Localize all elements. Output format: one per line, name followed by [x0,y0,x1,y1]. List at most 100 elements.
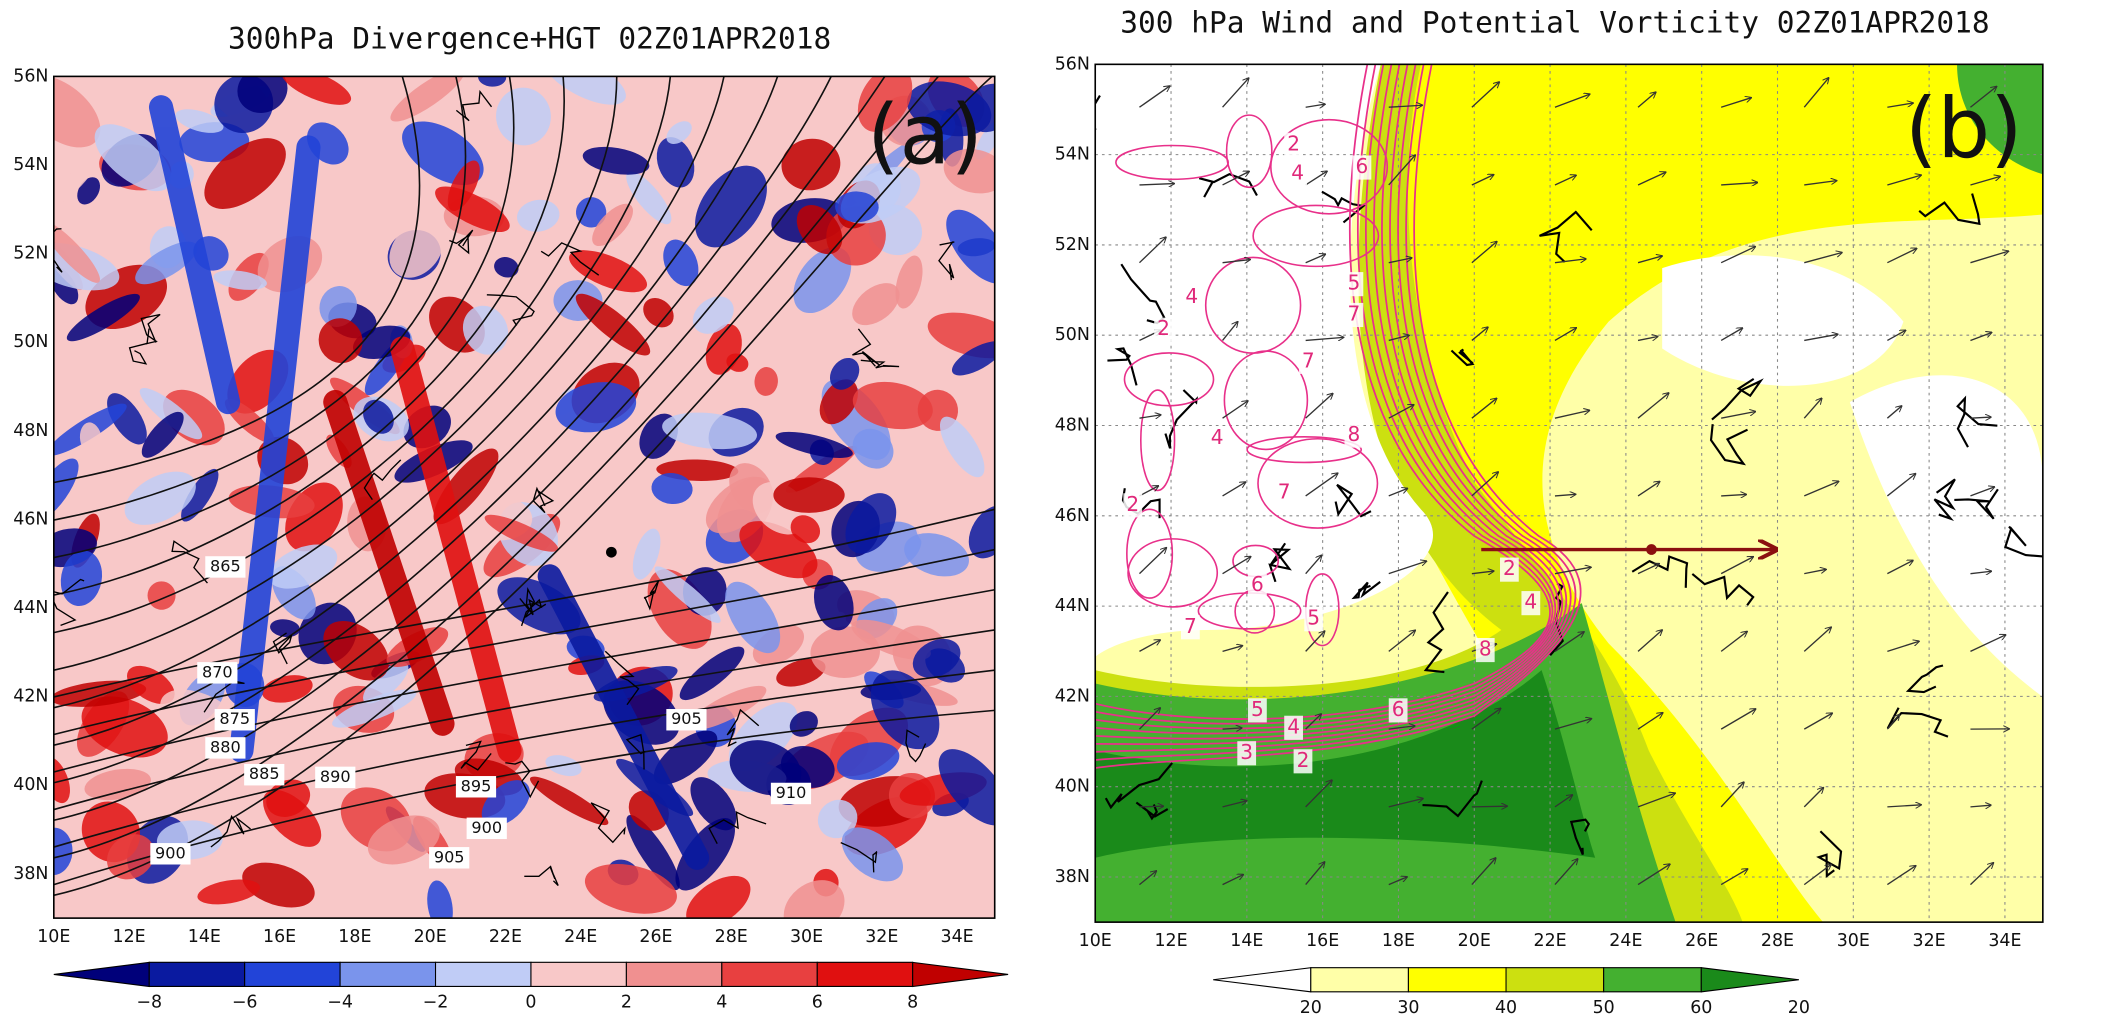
field-blob [84,768,151,801]
contour-label-box [205,556,246,578]
field-blob [626,171,672,225]
contour-label: 870 [202,662,233,681]
field-blob [852,283,900,326]
field-blob [729,740,802,796]
wind-arrow [1554,494,1576,496]
contour-label: 865 [210,556,241,575]
colorbar-swatch [244,961,341,988]
colorbar-swatch [434,961,532,988]
field-blob [857,76,913,132]
wind-arrow [1804,569,1826,575]
field-blob [870,670,940,750]
field-blob [569,250,648,293]
wind-arrow [1637,713,1663,730]
field-blob [626,814,680,891]
contour-label-box [315,766,356,789]
wind-arrow [1388,726,1415,729]
field-blob [906,81,992,137]
contour-label: 905 [671,709,702,728]
pv-contour [1204,256,1302,354]
lat-label: 38N [13,864,48,884]
lon-label: 12E [113,927,146,947]
lon-label: 12E [1154,931,1187,951]
contour-label: 890 [320,767,351,786]
contour-label: 900 [471,818,502,837]
field-blob [204,138,286,209]
field-blob [66,293,140,342]
lon-label: 22E [489,927,522,947]
height-contour [53,76,940,859]
border-line [1423,591,1449,674]
wind-arrow [1305,104,1325,107]
pv-label: 2 [1503,556,1516,580]
border-line [938,241,955,281]
field-blob [124,471,196,525]
wind-arrow [1305,555,1322,575]
wind-arrow [1305,393,1333,419]
colorbar-swatch [721,961,818,988]
lon-label: 34E [940,927,973,947]
lat-label: 50N [1055,325,1090,345]
field-blob [975,119,995,160]
lon-label: 32E [1913,931,1946,951]
wind-arrow [1139,415,1160,418]
lat-label: 40N [13,775,48,795]
wind-arrow [1471,708,1501,730]
colorbar-label: 20 [1788,998,1810,1018]
lon-label: 20E [1458,931,1491,951]
wind-arrow [1970,176,2000,186]
border-line [643,580,660,611]
pv-label-box [1352,155,1372,180]
wind-arrow [1637,336,1658,342]
field-blob [592,203,634,247]
pv-label: 8 [1479,637,1492,661]
colorbar-swatch [1310,967,1409,993]
wind-arrow [1222,801,1247,808]
wind-arrow [1969,863,1993,886]
wind-arrow [1803,398,1821,419]
colorbar-label: 40 [1495,998,1517,1018]
pv-label-box [1237,741,1257,766]
speed-region [1662,255,2043,697]
pv-contour [1095,64,1572,753]
pv-contour [1270,118,1389,215]
lat-label: 52N [13,244,48,264]
wind-arrow [1554,410,1590,419]
border-line [604,650,640,706]
height-contour [53,669,995,848]
field-blob [318,318,363,364]
wind-arrow [1804,334,1838,342]
pv-label-box [1288,162,1307,187]
wind-arrow [1139,184,1174,185]
border-line [2004,525,2043,558]
contour-label-box [214,709,255,731]
field-blob [516,199,560,232]
field-blob [367,737,410,781]
lat-label: 54N [13,155,48,175]
field-blob [796,205,843,255]
pv-contour [1257,437,1379,529]
wind-arrow [1970,571,1991,573]
wind-arrow [1803,78,1828,108]
wind-arrow [1887,103,1913,108]
wind-arrow [1222,482,1246,497]
wind-arrow [1886,866,1915,886]
wind-arrow [1554,795,1573,808]
border-line [1631,555,1689,588]
field-blob [435,186,510,233]
border-line [460,740,492,771]
lat-label: 42N [13,687,48,707]
border-line [1321,190,1366,224]
field-blob [632,528,661,580]
wind-arrow [1139,486,1158,497]
title-b: 300 hPa Wind and Potential Vorticity 02Z… [1120,6,1989,40]
field-blob [60,550,103,607]
wind-arrow [1222,78,1249,108]
wind-arrow [1554,859,1578,886]
field-blob [938,749,995,826]
panel-label-b: (b) [1905,80,2023,177]
wind-arrow [1388,877,1407,886]
field-blob [263,789,322,847]
field-blob [390,76,465,122]
field-blob [81,696,168,758]
